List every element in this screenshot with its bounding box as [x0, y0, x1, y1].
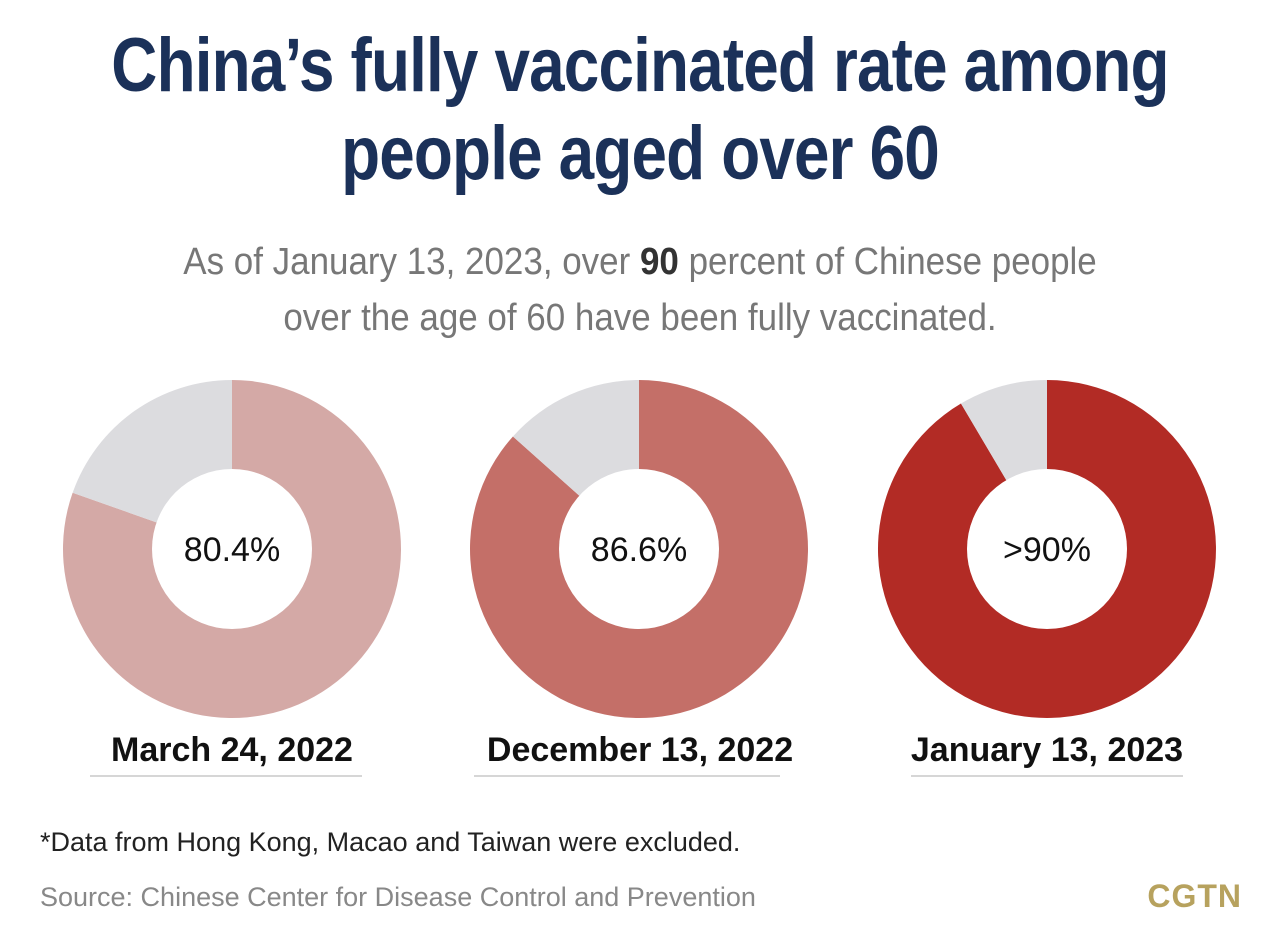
date-underline-2 [474, 775, 780, 777]
subtitle-text-after: percent of Chinese people [678, 241, 1097, 283]
source-note: Source: Chinese Center for Disease Contr… [40, 882, 756, 912]
subtitle-line-2: over the age of 60 have been fully vacci… [283, 297, 997, 339]
subtitle-text-before: As of January 13, 2023, over [183, 241, 640, 283]
date-label-december-2022: December 13, 2022 [486, 731, 794, 769]
cgtn-logo: CGTN [1147, 878, 1242, 914]
donut-3-value-label: >90% [1003, 531, 1091, 569]
date-label-march-2022: March 24, 2022 [111, 731, 353, 769]
date-underline-1 [90, 775, 362, 777]
date-underline-3 [911, 775, 1183, 777]
subtitle-line-1: As of January 13, 2023, over 90 percent … [51, 234, 1229, 290]
donut-1-hole [152, 469, 312, 629]
donut-3-hole [967, 469, 1127, 629]
donut-1-value-label: 80.4% [184, 531, 280, 569]
chart-subtitle: As of January 13, 2023, over 90 percent … [51, 234, 1229, 346]
footnote: *Data from Hong Kong, Macao and Taiwan w… [40, 827, 741, 857]
subtitle-highlight: 90 [639, 241, 679, 283]
donut-2-value-label: 86.6% [591, 531, 687, 569]
chart-title: China’s fully vaccinated rate among peop… [102, 22, 1177, 198]
title-line-1: China’s fully vaccinated rate among [111, 23, 1169, 108]
donut-2-hole [559, 469, 719, 629]
title-line-2: people aged over 60 [341, 111, 940, 196]
date-label-january-2023: January 13, 2023 [910, 731, 1184, 769]
